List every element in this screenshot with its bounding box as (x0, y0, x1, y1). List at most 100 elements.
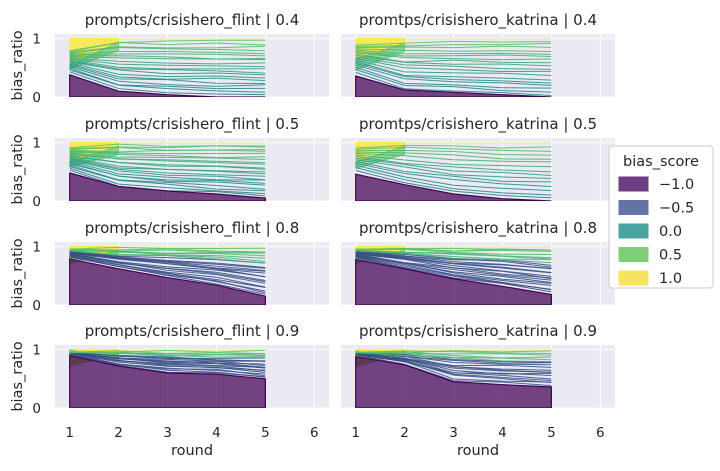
y-tick-label: 1 (32, 240, 41, 256)
legend-label: −1.0 (659, 177, 694, 193)
area-bias--1.0 (355, 258, 552, 305)
series-line (355, 54, 552, 67)
area-bias-top-strip (355, 142, 552, 145)
series-line (355, 248, 552, 256)
series-line (355, 159, 552, 180)
series-line (69, 62, 266, 79)
series-line (355, 162, 552, 188)
series-line (69, 45, 266, 53)
series-line (355, 71, 552, 97)
panel-title: prompts/crisishero_flint | 0.5 (85, 115, 300, 134)
series-line (69, 71, 266, 96)
legend-label: 0.0 (659, 224, 682, 240)
facet-panel: prompts/crisishero_flint | 0.8 0 1 bias_rat… (10, 219, 329, 314)
series-line (355, 56, 552, 70)
panel-marks (355, 142, 552, 201)
panel-marks (69, 246, 266, 305)
series-line (69, 166, 266, 192)
series-line (355, 64, 552, 86)
series-line (69, 251, 266, 269)
legend-swatch (618, 200, 649, 215)
facet-panel: prompts/crisishero_flint | 0.5 0 1 bias_rat… (10, 115, 329, 210)
series-line (69, 353, 266, 375)
area-bias-top-strip (355, 38, 552, 41)
series-line (69, 152, 266, 161)
series-line (355, 354, 552, 387)
facet-panels: prompts/crisishero_flint | 0.4 0 1 bias_rat… (10, 11, 615, 459)
series-line (69, 51, 266, 55)
x-tick-label: 5 (547, 425, 556, 441)
legend-swatch (618, 270, 649, 286)
series-line (69, 143, 266, 149)
legend-swatch (618, 247, 649, 262)
area-bias--1.0 (69, 258, 266, 305)
series-line (355, 57, 552, 72)
panel-marks (69, 349, 266, 408)
x-tick-label: 6 (596, 425, 605, 441)
series-line (355, 167, 552, 196)
series-line (355, 40, 552, 46)
series-line (69, 60, 266, 74)
series-line (355, 154, 552, 168)
series-line (69, 254, 266, 288)
x-tick-label: 4 (212, 425, 221, 441)
series-line (355, 250, 552, 260)
series-line (69, 253, 266, 278)
series-line (355, 62, 552, 84)
y-tick-label: 0 (32, 298, 41, 314)
series-line (69, 352, 266, 369)
series-line (69, 255, 266, 292)
series-line (69, 249, 266, 254)
series-line (355, 52, 552, 61)
series-line (69, 58, 266, 68)
series-line (69, 154, 266, 169)
series-line (355, 53, 552, 64)
series-line (69, 159, 266, 181)
panel-title: promtps/crisishero_katrina | 0.8 (359, 219, 597, 238)
series-line (69, 158, 266, 177)
series-line (355, 250, 552, 266)
area-bias--1.0 (355, 173, 552, 201)
series-line (355, 352, 552, 364)
series-line (69, 39, 266, 52)
series-line (69, 150, 266, 155)
series-line (69, 153, 266, 164)
panel-title: promtps/crisishero_katrina | 0.9 (359, 322, 597, 341)
series-line (69, 57, 266, 65)
y-tick-label: 0 (32, 194, 41, 210)
series-line (69, 67, 266, 90)
x-axis-label: round (171, 443, 213, 459)
y-axis-label: bias_ratio (10, 341, 26, 411)
series-line (355, 50, 552, 57)
series-line (355, 49, 552, 55)
series-line (355, 48, 552, 53)
x-tick-label: 6 (310, 425, 319, 441)
area-bias--1.0 (355, 355, 552, 408)
area-bias--1.0 (355, 75, 552, 97)
series-line (69, 349, 266, 353)
panel-marks (355, 38, 552, 97)
series-line (355, 61, 552, 81)
x-tick-label: 1 (65, 425, 74, 441)
series-line (69, 66, 266, 87)
series-line (69, 353, 266, 378)
x-tick-label: 1 (351, 425, 360, 441)
area-bias-top-strip (69, 38, 266, 41)
series-line (69, 69, 266, 93)
series-line (355, 352, 552, 363)
series-line (69, 151, 266, 159)
series-line (355, 152, 552, 163)
panel-title: prompts/crisishero_flint | 0.4 (85, 11, 300, 30)
series-line (69, 352, 266, 362)
y-tick-label: 0 (32, 90, 41, 106)
series-line (355, 157, 552, 177)
series-line (355, 249, 552, 259)
series-line (355, 149, 552, 156)
series-line (69, 164, 266, 190)
y-tick-label: 1 (32, 32, 41, 48)
series-line (355, 146, 552, 152)
series-line (69, 162, 266, 184)
y-tick-label: 0 (32, 401, 41, 417)
series-line (69, 63, 266, 82)
